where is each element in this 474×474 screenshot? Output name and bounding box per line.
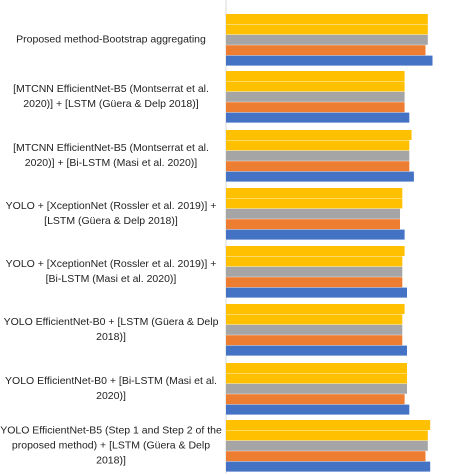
bar-cat0-series2: [226, 34, 428, 45]
bar-cat1-series0: [226, 112, 410, 123]
bar-cat4-series4: [226, 246, 405, 256]
bar-cat7-series2: [226, 440, 428, 451]
bar-cat6-series2: [226, 383, 407, 394]
bar-cat3-series1: [226, 219, 400, 230]
bar-cat3-series3: [226, 198, 403, 209]
bar-cat2-series1: [226, 161, 410, 172]
bar-cat1-series2: [226, 91, 405, 102]
bar-cat3-series0: [226, 229, 405, 240]
category-label: YOLO EfficientNet-B0 + [Bi-LSTM (Masi et…: [5, 375, 217, 402]
bar-cat7-series0: [226, 461, 431, 472]
bar-cat0-series3: [226, 24, 428, 35]
bar-cat6-series4: [226, 363, 407, 373]
bar-cat4-series0: [226, 287, 407, 298]
bar-cat7-series3: [226, 430, 428, 441]
category-label: [MTCNN EfficientNet-B5 (Montserrat et al…: [13, 83, 209, 110]
bar-cat5-series0: [226, 345, 407, 356]
bar-cat5-series2: [226, 324, 403, 335]
bar-cat3-series4: [226, 188, 403, 198]
bar-cat1-series4: [226, 71, 405, 81]
bar-cat5-series1: [226, 335, 403, 346]
category-label: YOLO + [XceptionNet (Rossler et al. 2019…: [5, 258, 217, 285]
bar-cat6-series1: [226, 394, 405, 405]
category-label: Proposed method-Bootstrap aggregating: [16, 33, 206, 46]
bar-cat4-series2: [226, 266, 403, 277]
bar-cat5-series3: [226, 314, 403, 325]
bar-cat2-series2: [226, 150, 410, 161]
category-label: YOLO + [XceptionNet (Rossler et al. 2019…: [5, 200, 217, 227]
bar-cat2-series0: [226, 171, 414, 182]
bar-cat0-series1: [226, 45, 426, 56]
bar-cat0-series0: [226, 55, 433, 66]
bar-cat6-series3: [226, 373, 407, 384]
bar-cat3-series2: [226, 208, 400, 219]
bar-cat1-series3: [226, 81, 405, 92]
bar-cat7-series1: [226, 451, 426, 462]
bar-cat1-series1: [226, 102, 405, 113]
bar-cat2-series4: [226, 130, 412, 140]
category-label: [MTCNN EfficientNet-B5 (Montserrat et al…: [13, 142, 209, 169]
bar-cat4-series3: [226, 256, 403, 267]
category-label: YOLO EfficientNet-B0 + [LSTM (Güera & De…: [3, 316, 219, 343]
bar-cat5-series4: [226, 304, 405, 314]
category-label: YOLO EfficientNet-B5 (Step 1 and Step 2 …: [0, 424, 222, 467]
bar-cat2-series3: [226, 140, 410, 151]
bar-cat7-series4: [226, 420, 431, 430]
bar-cat6-series0: [226, 404, 410, 415]
bar-cat0-series4: [226, 14, 428, 24]
bar-cat4-series1: [226, 277, 403, 288]
